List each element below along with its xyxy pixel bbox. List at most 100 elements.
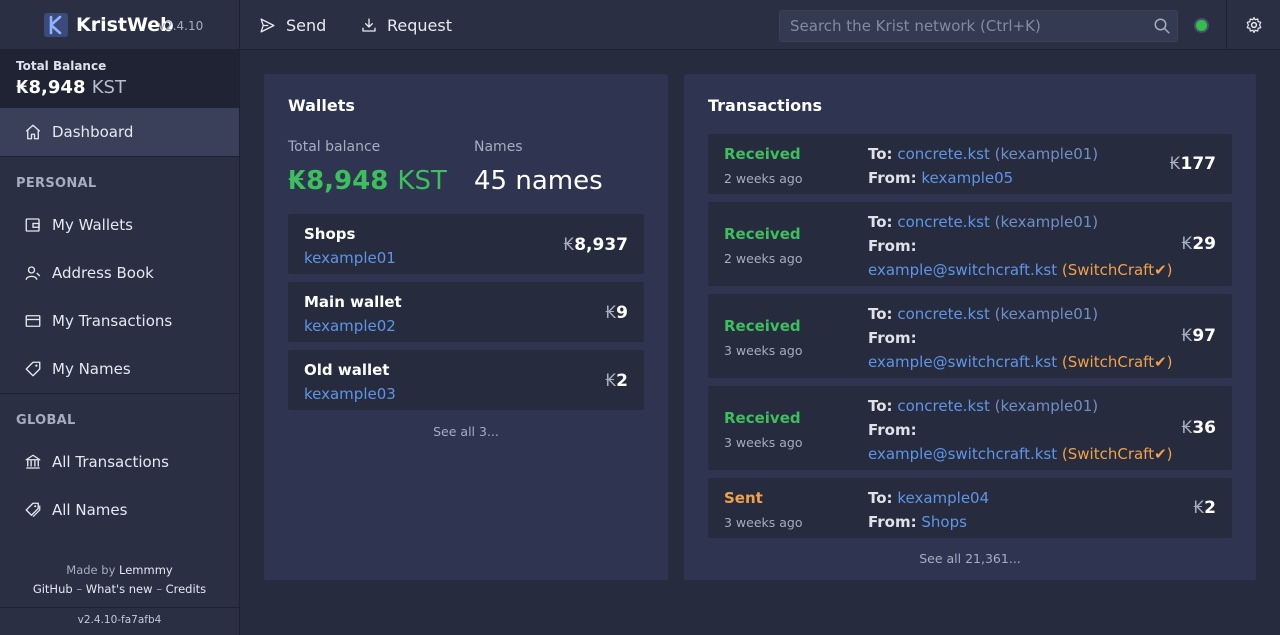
- wallet-address-link[interactable]: kexample02: [304, 317, 396, 335]
- to-paren-address[interactable]: (kexample01): [994, 213, 1099, 231]
- from-address-link[interactable]: example@switchcraft.kst: [868, 353, 1058, 371]
- wallet-row[interactable]: Shops kexample01 ₭8,937: [288, 214, 644, 274]
- verified-service[interactable]: (SwitchCraft✔): [1061, 261, 1173, 279]
- krist-currency-icon: ₭: [563, 235, 575, 255]
- transaction-time: 3 weeks ago: [724, 435, 803, 450]
- footer-links: GitHub – What's new – Credits: [32, 582, 207, 596]
- connection-status-indicator: [1194, 18, 1209, 33]
- from-label: From:: [868, 513, 917, 531]
- transaction-from-label-line: From:: [868, 421, 917, 439]
- wallet-address-link[interactable]: kexample01: [304, 249, 396, 267]
- wallet-name: Shops: [304, 225, 356, 243]
- sidebar-item-my-names[interactable]: My Names: [0, 345, 239, 393]
- github-link[interactable]: GitHub: [32, 582, 73, 596]
- sidebar-item-label: All Names: [52, 501, 128, 519]
- transaction-time: 2 weeks ago: [724, 171, 803, 186]
- top-bar: KristWeb v2.4.10 Send Request: [0, 0, 1280, 50]
- see-all-wallets-link[interactable]: See all 3...: [433, 424, 499, 439]
- from-address-link[interactable]: example@switchcraft.kst: [868, 445, 1058, 463]
- sidebar-item-my-wallets[interactable]: My Wallets: [0, 201, 239, 249]
- sidebar-divider: [0, 156, 239, 157]
- total-balance-unit: KST: [91, 77, 126, 98]
- transaction-amount-value: 177: [1180, 154, 1217, 174]
- request-button[interactable]: Request: [361, 0, 452, 50]
- total-balance-stat-unit: KST: [397, 166, 447, 196]
- search-input[interactable]: [780, 11, 1140, 41]
- sidebar-item-address-book[interactable]: Address Book: [0, 249, 239, 297]
- credits-link[interactable]: Credits: [165, 582, 207, 596]
- wallet-row[interactable]: Main wallet kexample02 ₭9: [288, 282, 644, 342]
- to-paren-text: kexample01: [1000, 213, 1093, 231]
- request-label: Request: [387, 15, 452, 35]
- made-by-prefix: Made by: [66, 563, 116, 577]
- transaction-to: To: concrete.kst (kexample01): [868, 213, 1098, 231]
- to-paren-address[interactable]: (kexample01): [994, 397, 1099, 415]
- sidebar-item-all-transactions[interactable]: All Transactions: [0, 438, 239, 486]
- author-link[interactable]: Lemmmy: [119, 563, 173, 577]
- to-address-link[interactable]: concrete.kst: [897, 145, 990, 163]
- sidebar-item-my-transactions[interactable]: My Transactions: [0, 297, 239, 345]
- transaction-time: 3 weeks ago: [724, 343, 803, 358]
- sidebar-item-label: All Transactions: [52, 453, 169, 471]
- to-label: To:: [868, 213, 893, 231]
- transaction-to: To: concrete.kst (kexample01): [868, 305, 1098, 323]
- sidebar-item-dashboard[interactable]: Dashboard: [0, 108, 239, 156]
- settings-button[interactable]: [1226, 0, 1280, 50]
- wallet-address-link[interactable]: kexample03: [304, 385, 396, 403]
- krist-currency-icon: ₭: [1181, 418, 1193, 438]
- total-balance-amount: 8,948: [28, 77, 86, 98]
- krist-currency-icon: ₭: [16, 77, 29, 98]
- send-button[interactable]: Send: [259, 0, 326, 50]
- from-address-link[interactable]: Shops: [921, 513, 967, 531]
- sidebar-item-all-names[interactable]: All Names: [0, 486, 239, 534]
- transaction-row[interactable]: Sent 3 weeks ago To: kexample04 From: Sh…: [708, 478, 1232, 538]
- names-stat-value: 45 names: [474, 166, 603, 196]
- sidebar-item-label: Address Book: [52, 264, 154, 282]
- to-paren-address[interactable]: (kexample01): [994, 145, 1099, 163]
- wallet-row[interactable]: Old wallet kexample03 ₭2: [288, 350, 644, 410]
- to-address-link[interactable]: kexample04: [897, 489, 990, 507]
- sidebar-item-label: My Names: [52, 360, 131, 378]
- whats-new-link[interactable]: What's new: [85, 582, 153, 596]
- transaction-from: example@switchcraft.kst (SwitchCraft✔): [868, 445, 1173, 463]
- transaction-row[interactable]: Received 2 weeks ago To: concrete.kst (k…: [708, 134, 1232, 194]
- sidebar-divider: [0, 393, 239, 394]
- to-label: To:: [868, 145, 893, 163]
- transaction-row[interactable]: Received 3 weeks ago To: concrete.kst (k…: [708, 386, 1232, 470]
- from-address-link[interactable]: kexample05: [921, 169, 1014, 187]
- brand[interactable]: KristWeb v2.4.10: [0, 0, 240, 50]
- transaction-to: To: concrete.kst (kexample01): [868, 145, 1098, 163]
- transaction-type: Received: [724, 409, 801, 427]
- transaction-time: 3 weeks ago: [724, 515, 803, 530]
- wallet-balance-amount: 2: [616, 371, 628, 391]
- wallet-balance: ₭8,937: [563, 235, 628, 255]
- transaction-type: Sent: [724, 489, 763, 507]
- transaction-type: Received: [724, 225, 801, 243]
- sidebar-item-label: Dashboard: [52, 123, 134, 141]
- transaction-row[interactable]: Received 2 weeks ago To: concrete.kst (k…: [708, 202, 1232, 286]
- verified-service-name: SwitchCraft: [1067, 445, 1155, 463]
- verified-service-name: SwitchCraft: [1067, 353, 1155, 371]
- personal-heading: PERSONAL: [16, 176, 97, 191]
- transaction-to: To: concrete.kst (kexample01): [868, 397, 1098, 415]
- transaction-from: From: Shops: [868, 513, 967, 531]
- wallets-card: Wallets Total balance ₭8,948 KST Names 4…: [264, 74, 668, 580]
- to-paren-address[interactable]: (kexample01): [994, 305, 1099, 323]
- to-paren-text: kexample01: [1000, 397, 1093, 415]
- to-paren-text: kexample01: [1000, 305, 1093, 323]
- search-icon[interactable]: [1153, 17, 1171, 35]
- verified-service[interactable]: (SwitchCraft✔): [1061, 353, 1173, 371]
- from-address-link[interactable]: example@switchcraft.kst: [868, 261, 1058, 279]
- to-address-link[interactable]: concrete.kst: [897, 213, 990, 231]
- see-all-transactions-link[interactable]: See all 21,361...: [919, 551, 1021, 566]
- krist-currency-icon: ₭: [1181, 234, 1193, 254]
- transaction-row[interactable]: Received 3 weeks ago To: concrete.kst (k…: [708, 294, 1232, 378]
- verified-service[interactable]: (SwitchCraft✔): [1061, 445, 1173, 463]
- transaction-amount-value: 2: [1204, 498, 1216, 518]
- send-label: Send: [286, 15, 327, 35]
- to-address-link[interactable]: concrete.kst: [897, 305, 990, 323]
- sidebar: Total Balance ₭8,948 KST Dashboard PERSO…: [0, 50, 240, 635]
- transaction-from-label-line: From:: [868, 329, 917, 347]
- wallet-balance-amount: 8,937: [574, 235, 628, 255]
- to-address-link[interactable]: concrete.kst: [897, 397, 990, 415]
